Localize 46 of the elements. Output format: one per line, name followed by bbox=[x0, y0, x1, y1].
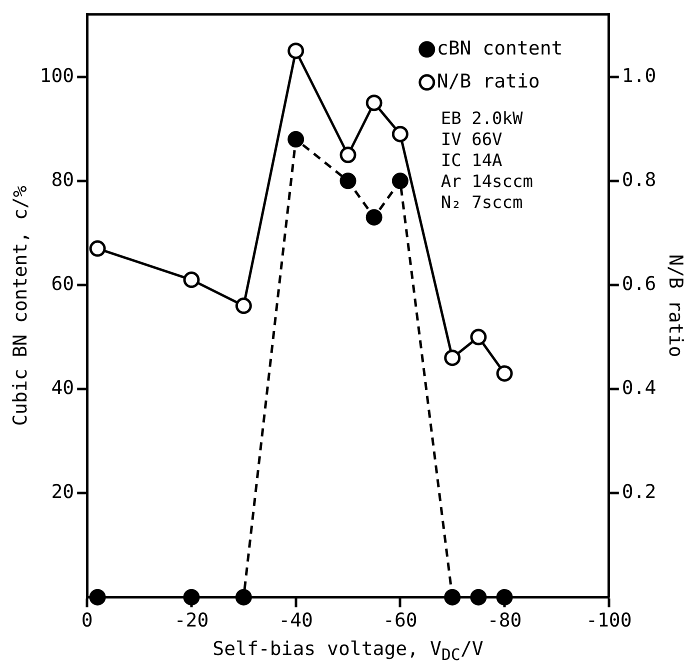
y-tick-label: 80 bbox=[51, 168, 74, 191]
legend-label: N/B ratio bbox=[436, 70, 540, 92]
y-tick-label: 20 bbox=[51, 481, 74, 504]
point bbox=[89, 588, 106, 606]
annotation: EB 2.0kW bbox=[440, 108, 524, 129]
annotation: Ar 14sccm bbox=[440, 172, 534, 192]
x-tick-label: -20 bbox=[174, 610, 209, 632]
point bbox=[392, 172, 408, 190]
point bbox=[235, 588, 252, 606]
point bbox=[496, 588, 513, 606]
point bbox=[444, 588, 461, 606]
point bbox=[470, 328, 487, 346]
x-axis-title: Self-bias voltage, V$_{DC}$/V bbox=[212, 638, 484, 664]
point bbox=[340, 146, 356, 164]
point bbox=[183, 272, 200, 288]
point bbox=[444, 350, 461, 366]
x-tick-label: -40 bbox=[278, 610, 313, 632]
point bbox=[496, 365, 513, 382]
annotation: IC 14A bbox=[440, 150, 502, 171]
x-tick-label: -100 bbox=[586, 610, 632, 632]
y2-tick-label: 1.0 bbox=[622, 64, 656, 87]
point bbox=[340, 172, 356, 190]
point bbox=[183, 588, 200, 606]
y2-axis-title: N/B ratio bbox=[664, 254, 687, 358]
point bbox=[235, 298, 252, 314]
point bbox=[366, 94, 382, 112]
y2-tick-label: 0.8 bbox=[622, 168, 656, 191]
point bbox=[366, 209, 382, 226]
y2-tick-label: 0.2 bbox=[622, 481, 656, 504]
point bbox=[392, 126, 408, 142]
legend-label: cBN content bbox=[436, 37, 563, 60]
y2-tick-label: 0.6 bbox=[622, 272, 656, 295]
y2-tick-label: 0.4 bbox=[622, 376, 656, 399]
y-tick-label: 40 bbox=[51, 376, 74, 399]
x-tick-label: 0 bbox=[81, 610, 93, 632]
y-tick-label: 60 bbox=[51, 272, 74, 295]
point bbox=[288, 42, 304, 60]
point bbox=[89, 240, 106, 257]
y-axis-title: Cubic BN content, c/% bbox=[9, 185, 32, 426]
annotation: IV 66V bbox=[440, 130, 502, 150]
point bbox=[470, 588, 487, 606]
x-tick-label: -60 bbox=[383, 610, 418, 632]
y-tick-label: 100 bbox=[40, 64, 74, 87]
annotation: N₂ 7sccm bbox=[440, 192, 523, 213]
x-tick-label: -80 bbox=[487, 610, 522, 632]
point bbox=[288, 131, 304, 148]
